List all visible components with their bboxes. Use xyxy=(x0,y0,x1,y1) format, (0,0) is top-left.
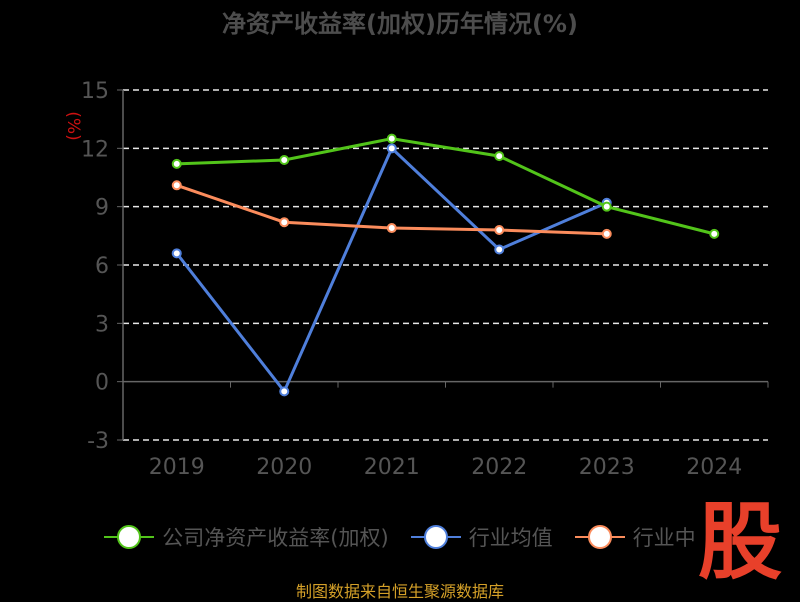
x-tick-label: 2021 xyxy=(364,455,420,480)
x-tick-label: 2022 xyxy=(471,455,527,480)
x-tick-label: 2023 xyxy=(579,455,635,480)
y-tick-label: 12 xyxy=(81,137,109,162)
source-note: 制图数据来自恒生聚源数据库 xyxy=(295,582,504,601)
legend-marker-icon xyxy=(410,525,461,549)
data-point xyxy=(279,217,290,228)
y-tick-label: 15 xyxy=(81,79,109,104)
data-point xyxy=(494,151,505,162)
data-point xyxy=(386,133,397,144)
series-line-1 xyxy=(175,145,608,395)
data-point xyxy=(279,386,290,397)
legend-item[interactable]: 行业中 xyxy=(574,522,696,552)
legend-label: 行业中 xyxy=(632,526,696,550)
y-tick-label: 3 xyxy=(95,312,109,337)
data-point xyxy=(601,201,612,212)
x-tick-label: 2019 xyxy=(149,455,205,480)
data-point xyxy=(171,248,182,259)
data-point xyxy=(494,244,505,255)
chart-title: 净资产收益率(加权)历年情况(%) xyxy=(222,10,578,38)
legend-label: 公司净资产收益率(加权) xyxy=(162,526,389,550)
data-point xyxy=(386,143,397,154)
x-tick-label: 2024 xyxy=(686,455,742,480)
series-line-0 xyxy=(176,137,715,236)
data-point xyxy=(601,228,612,239)
data-point xyxy=(709,228,720,239)
data-point xyxy=(171,158,182,169)
brand-logo: 股 xyxy=(697,493,782,591)
data-point xyxy=(386,223,397,234)
data-point xyxy=(171,180,182,191)
legend-marker-icon xyxy=(574,525,625,549)
legend-label: 行业均值 xyxy=(468,526,553,550)
y-tick-label: 0 xyxy=(95,371,109,396)
y-axis-label: (%) xyxy=(63,111,83,140)
data-point xyxy=(279,155,290,165)
y-tick-label: -3 xyxy=(87,429,109,454)
legend: 公司净资产收益率(加权) 行业均值 行业中 xyxy=(0,520,800,554)
line-chart: (%) 15 12 9 6 3 0 -3 2019 2020 2021 2022 2023 2024 xyxy=(63,79,769,480)
x-tick-label: 2020 xyxy=(256,455,312,480)
legend-item[interactable]: 公司净资产收益率(加权) xyxy=(104,522,389,552)
legend-marker-icon xyxy=(104,525,155,549)
y-tick-label: 9 xyxy=(95,196,109,221)
legend-item[interactable]: 行业均值 xyxy=(410,522,553,552)
y-tick-label: 6 xyxy=(95,254,109,279)
data-point xyxy=(494,225,505,235)
